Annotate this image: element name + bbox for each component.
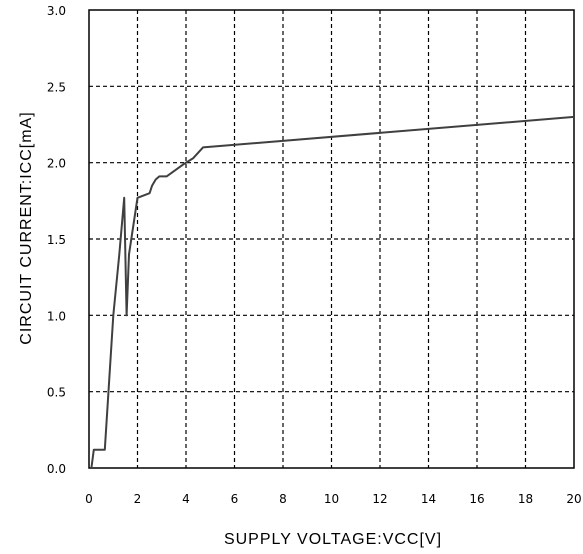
x-tick-label: 16 <box>469 492 484 506</box>
x-tick-label: 2 <box>134 492 142 506</box>
y-tick-label: 1.5 <box>47 233 66 247</box>
y-tick-label: 3.0 <box>47 4 66 18</box>
x-tick-label: 20 <box>566 492 581 506</box>
x-tick-label: 10 <box>324 492 339 506</box>
y-tick-label: 1.0 <box>47 309 66 323</box>
axes <box>88 9 575 469</box>
y-axis-label: CIRCUIT CURRENT:ICC[mA] <box>18 111 35 344</box>
x-tick-label: 6 <box>231 492 239 506</box>
x-axis-label: SUPPLY VOLTAGE:VCC[V] <box>224 531 442 548</box>
series-line <box>90 115 575 469</box>
x-tick-labels: 0 2 4 6 8 10 12 14 16 18 20 <box>85 492 581 506</box>
y-tick-label: 0.0 <box>47 462 66 476</box>
series <box>90 115 575 469</box>
x-tick-label: 18 <box>518 492 533 506</box>
plot-frame <box>88 9 575 469</box>
x-tick-label: 12 <box>372 492 387 506</box>
y-tick-label: 0.5 <box>47 386 66 400</box>
y-tick-labels: 0.0 0.5 1.0 1.5 2.0 2.5 3.0 <box>47 4 66 476</box>
x-tick-label: 8 <box>279 492 287 506</box>
x-tick-label: 0 <box>85 492 93 506</box>
grid <box>89 10 574 468</box>
x-tick-label: 14 <box>421 492 436 506</box>
y-tick-label: 2.5 <box>47 80 66 94</box>
y-tick-label: 2.0 <box>47 157 66 171</box>
x-tick-label: 4 <box>182 492 190 506</box>
